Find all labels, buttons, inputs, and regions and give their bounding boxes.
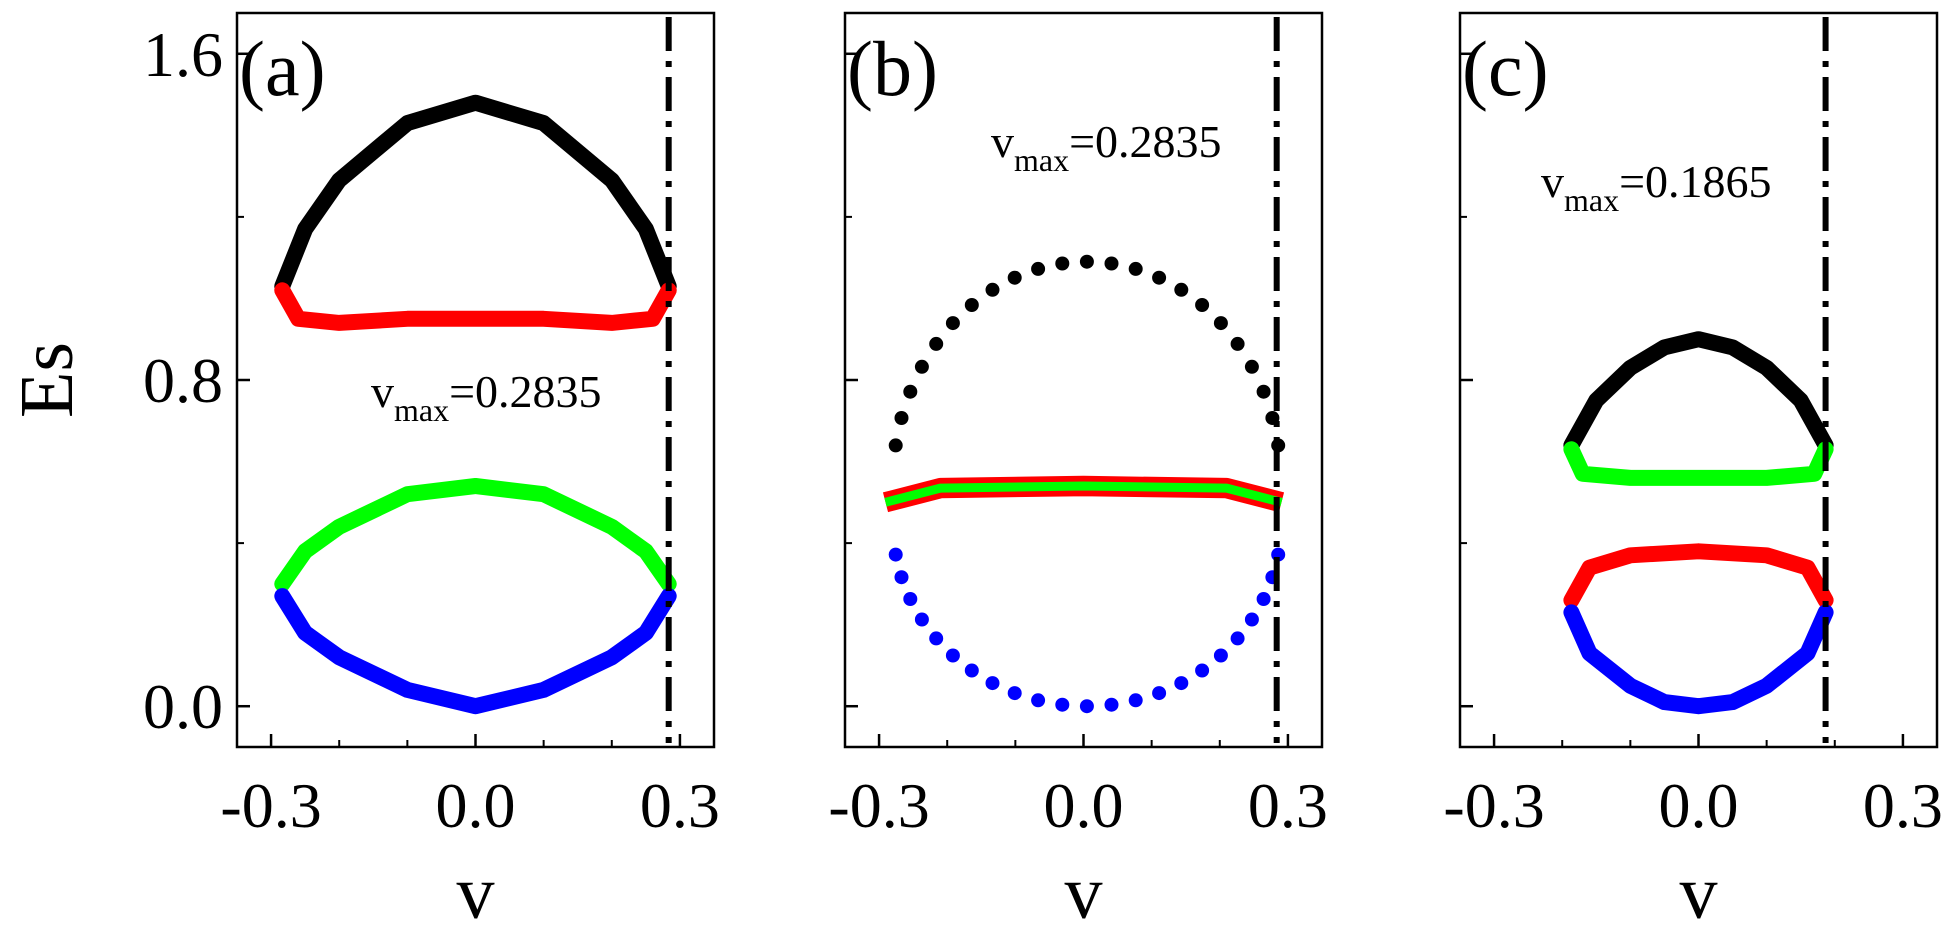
data-point-black <box>1256 384 1271 399</box>
series-blue <box>274 588 677 715</box>
data-point-black <box>894 411 909 425</box>
band-green <box>884 481 1283 507</box>
data-point-black <box>1244 359 1259 374</box>
y-tick-label: 0.0 <box>143 671 223 742</box>
data-point-black <box>985 282 1000 297</box>
data-point-black <box>1195 298 1210 312</box>
data-point-blue <box>929 631 944 646</box>
x-tick-label: -0.3 <box>1443 770 1544 841</box>
series-green <box>274 478 677 592</box>
vmax-annotation: vmax=0.1865 <box>1541 156 1772 218</box>
panel-c: -0.3 0.0 0.3 v (c) vmax=0.1865 <box>1443 11 1943 933</box>
data-point-black <box>1213 316 1228 331</box>
x-tick-label: -0.3 <box>220 770 321 841</box>
data-point-blue <box>1128 693 1143 708</box>
series-red <box>1563 543 1834 609</box>
data-point-black <box>964 298 979 312</box>
panel-label: (b) <box>847 25 938 112</box>
data-point-black <box>1104 256 1119 271</box>
panel-label: (c) <box>1462 25 1549 112</box>
data-point-blue <box>888 547 903 562</box>
y-tick-label: 1.6 <box>143 19 223 90</box>
series-green <box>1563 441 1834 486</box>
x-tick-label: -0.3 <box>828 770 929 841</box>
x-tick-label: 0.3 <box>1863 770 1943 841</box>
x-axis-title: v <box>1065 851 1103 933</box>
data-point-black <box>903 384 918 399</box>
data-point-blue <box>1079 699 1094 714</box>
data-point-blue <box>914 612 929 627</box>
data-point-blue <box>964 663 979 678</box>
data-point-blue <box>1174 676 1189 691</box>
data-point-blue <box>1152 686 1167 701</box>
data-point-blue <box>1031 693 1046 708</box>
data-point-blue <box>1104 697 1119 712</box>
data-point-black <box>1152 270 1167 285</box>
plot-frame <box>1458 11 1939 749</box>
data-point-blue <box>1256 592 1271 606</box>
data-point-black <box>1079 254 1094 269</box>
vmax-annotation: vmax=0.2835 <box>371 366 602 428</box>
data-point-blue <box>1230 631 1245 646</box>
x-axis-title: v <box>1680 851 1718 933</box>
panel-label: (a) <box>239 25 326 112</box>
x-tick-label: 0.0 <box>436 770 516 841</box>
data-point-black <box>945 316 960 331</box>
data-point-blue <box>1213 648 1228 663</box>
x-tick-label: 0.3 <box>640 770 720 841</box>
data-point-black <box>888 438 903 453</box>
data-point-blue <box>985 676 1000 691</box>
y-tick-label: 0.8 <box>143 345 223 416</box>
data-point-black <box>1230 336 1245 351</box>
data-point-blue <box>1195 663 1210 678</box>
data-point-black <box>1007 270 1022 285</box>
series-blue <box>1563 604 1834 715</box>
data-point-black <box>1055 256 1070 271</box>
series-red <box>274 282 677 331</box>
panel-a: -0.3 0.0 0.3 0.0 0.8 1.6 v Es (a) vmax=0.2835 <box>5 11 720 933</box>
series-black <box>1563 331 1834 454</box>
vmax-annotation: vmax=0.2835 <box>991 116 1222 178</box>
data-point-black <box>1174 282 1189 297</box>
y-axis-title: Es <box>5 342 89 418</box>
data-point-black <box>929 336 944 351</box>
data-point-blue <box>1055 697 1070 712</box>
data-point-black <box>1128 261 1143 276</box>
data-point-blue <box>894 570 909 585</box>
data-point-blue <box>903 592 918 606</box>
x-tick-label: 0.0 <box>1659 770 1739 841</box>
series-black <box>274 94 677 295</box>
data-point-blue <box>1007 686 1022 701</box>
x-tick-label: 0.3 <box>1248 770 1328 841</box>
x-tick-label: 0.0 <box>1044 770 1124 841</box>
x-axis-title: v <box>457 851 495 933</box>
data-point-black <box>914 359 929 374</box>
data-point-blue <box>1244 612 1259 627</box>
data-point-blue <box>945 648 960 663</box>
panel-b: -0.3 0.0 0.3 v (b) vmax=0.2835 <box>828 11 1328 933</box>
data-point-black <box>1031 261 1046 276</box>
